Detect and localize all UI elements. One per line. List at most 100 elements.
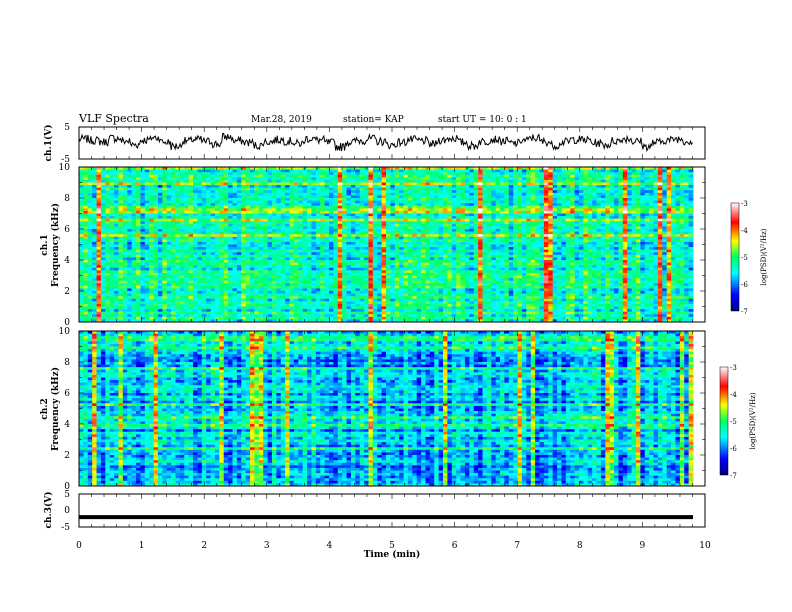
spectrogram-cell: [478, 203, 483, 207]
spectrogram-cell: [92, 247, 97, 251]
spectrogram-cell: [627, 210, 632, 214]
spectrogram-cell: [548, 190, 554, 194]
start-time-label: start UT = 10: 0 : 1: [438, 115, 527, 125]
spectrogram-cell: [600, 205, 606, 209]
spectrogram-cell: [543, 203, 549, 207]
spectrogram-cell: [649, 221, 654, 225]
spectrogram-cell: [302, 190, 308, 194]
spectrogram-cell: [179, 205, 185, 209]
spectrogram-cell: [679, 182, 685, 186]
spectrogram-cell: [675, 229, 681, 232]
spectrogram-cell: [342, 169, 347, 173]
spectrogram-cell: [478, 252, 483, 256]
spectrogram-cell: [258, 216, 264, 220]
spectrogram-cell: [122, 247, 128, 251]
spectrogram-cell: [100, 179, 106, 183]
spectrogram-cell: [635, 187, 641, 191]
spectrogram-cell: [399, 218, 404, 222]
spectrogram-cell: [280, 221, 286, 225]
spectrogram-cell: [640, 210, 646, 214]
spectrogram-cell: [640, 177, 646, 181]
spectrogram-cell: [508, 221, 514, 225]
spectrogram-cell: [464, 247, 470, 251]
spectrogram-cell: [421, 174, 426, 178]
spectrogram-cell: [399, 216, 404, 220]
spectrogram-cell: [478, 244, 483, 248]
spectrogram-cell: [118, 210, 124, 214]
spectrogram-cell: [162, 216, 168, 220]
spectrogram-cell: [403, 174, 409, 178]
spectrogram-cell: [118, 221, 124, 225]
spectrogram-cell: [526, 172, 532, 176]
spectrogram-cell: [271, 179, 277, 183]
spectrogram-cell: [307, 221, 312, 225]
spectrogram-cell: [425, 187, 431, 191]
spectrogram-cell: [267, 192, 273, 196]
spectrogram-cell: [372, 169, 378, 173]
spectrogram-cell: [175, 192, 181, 196]
spectrogram-cell: [153, 205, 159, 209]
spectrogram-cell: [364, 200, 369, 204]
spectrogram-cell: [118, 218, 124, 222]
spectrogram-cell: [530, 218, 536, 222]
spectrogram-cell: [565, 179, 571, 183]
spectrogram-cell: [96, 192, 102, 196]
spectrogram-cell: [193, 234, 198, 238]
spectrogram-cell: [254, 218, 260, 222]
spectrogram-cell: [675, 239, 681, 243]
spectrogram-cell: [447, 182, 453, 186]
spectrogram-cell: [223, 254, 229, 258]
spectrogram-cell: [649, 203, 654, 207]
spectrogram-cell: [333, 236, 339, 240]
spectrogram-cell: [114, 221, 119, 225]
spectrogram-cell: [622, 249, 628, 253]
spectrogram-cell: [434, 221, 440, 225]
spectrogram-cell: [232, 247, 238, 251]
spectrogram-cell: [500, 172, 505, 176]
spectrogram-cell: [390, 195, 396, 199]
spectrogram-cell: [640, 231, 646, 235]
spectrogram-cell: [394, 254, 400, 258]
spectrogram-cell: [232, 216, 238, 220]
spectrogram-cell: [122, 174, 128, 178]
spectrogram-cell: [421, 216, 426, 220]
spectrogram-cell: [346, 244, 352, 248]
spectrogram-cell: [464, 198, 470, 201]
spectrogram-cell: [250, 179, 255, 183]
spectrogram-cell: [517, 210, 523, 214]
spectrogram-cell: [298, 218, 304, 222]
spectrogram-cell: [526, 213, 532, 217]
spectrogram-cell: [258, 229, 264, 232]
spectrogram-cell: [324, 200, 330, 204]
spectrogram-cell: [390, 182, 396, 186]
spectrogram-cell: [456, 231, 461, 235]
spectrogram-cell: [526, 249, 532, 253]
spectrogram-cell: [364, 254, 369, 258]
spectrogram-cell: [289, 213, 295, 217]
spectrogram-cell: [513, 190, 518, 194]
spectrogram-cell: [350, 249, 356, 253]
spectrogram-cell: [688, 192, 694, 196]
spectrogram-cell: [250, 226, 255, 230]
spectrogram-cell: [342, 208, 347, 212]
spectrogram-cell: [618, 185, 624, 189]
spectrogram-cell: [245, 200, 251, 204]
spectrogram-cell: [241, 213, 247, 217]
spectrogram-cell: [333, 177, 339, 181]
spectrogram-cell: [96, 185, 102, 189]
spectrogram-cell: [131, 172, 137, 176]
spectrogram-cell: [153, 223, 159, 227]
spectrogram-cell: [149, 169, 154, 173]
spectrogram-cell: [136, 174, 141, 178]
spectrogram-cell: [271, 221, 277, 225]
spectrogram-cell: [302, 192, 308, 196]
spectrogram-cell: [526, 221, 532, 225]
spectrogram-cell: [171, 177, 176, 181]
spectrogram-cell: [438, 239, 444, 243]
spectrogram-cell: [416, 203, 422, 207]
spectrogram-cell: [561, 200, 567, 204]
spectrogram-cell: [232, 187, 238, 191]
spectrogram-cell: [144, 172, 150, 176]
spectrogram-cell: [328, 205, 334, 209]
spectrogram-cell: [644, 239, 650, 243]
